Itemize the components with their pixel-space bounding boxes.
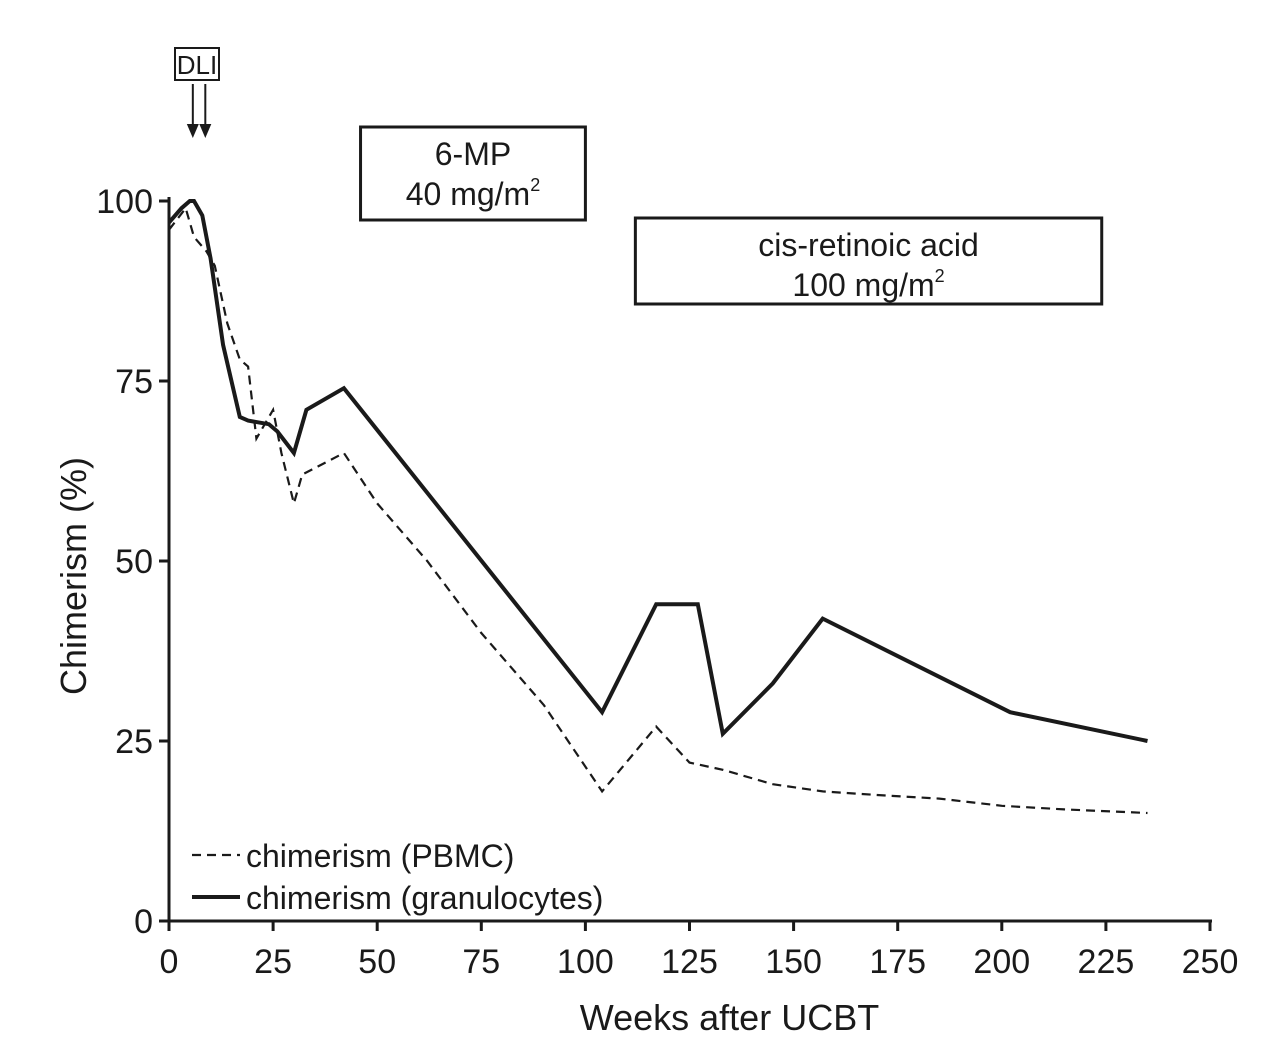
granulocytes-data-point xyxy=(222,344,225,347)
granulocytes-data-point xyxy=(238,416,241,419)
pbmc-data-point xyxy=(272,408,275,411)
series-line-granulocytes xyxy=(167,199,1148,743)
x-tick-label: 200 xyxy=(973,943,1030,981)
pbmc-data-point xyxy=(376,502,379,505)
pbmc-data-point xyxy=(342,452,345,455)
series-group xyxy=(167,199,1149,815)
dli-arrow-head xyxy=(199,124,212,138)
pbmc-data-point xyxy=(247,365,250,368)
pbmc-data-point xyxy=(821,790,824,793)
pbmc-data-point xyxy=(655,725,658,728)
dose-text: 40 mg/m xyxy=(406,176,530,212)
dli-label: DLI xyxy=(177,50,217,80)
granulocytes-data-point xyxy=(821,617,824,620)
pbmc-data-point xyxy=(192,236,195,239)
granulocytes-data-point xyxy=(276,430,279,433)
granulocytes-data-point xyxy=(180,207,183,210)
granulocytes-data-point xyxy=(201,214,204,217)
mp-drug-label: 6-MP xyxy=(435,136,511,172)
y-axis-title: Chimerism (%) xyxy=(53,457,94,695)
granulocytes-data-point xyxy=(188,200,191,203)
x-tick-label: 250 xyxy=(1182,943,1239,981)
pbmc-data-point xyxy=(280,452,283,455)
axes: 0 25 50 75 100 125 150 175 200 225 250 0 25 50 75 100 We… xyxy=(53,183,1238,1038)
y-tick-label: 75 xyxy=(115,363,153,401)
pbmc-data-point xyxy=(168,228,171,231)
pbmc-data-point xyxy=(721,768,724,771)
x-tick-label: 125 xyxy=(661,943,718,981)
dli-arrow-head xyxy=(186,124,199,138)
pbmc-data-point xyxy=(1146,812,1149,815)
pbmc-data-point xyxy=(771,783,774,786)
granulocytes-data-point xyxy=(292,452,295,455)
granulocytes-data-point xyxy=(771,682,774,685)
pbmc-data-point xyxy=(601,790,604,793)
legend-label: chimerism (PBMC) xyxy=(246,838,514,874)
granulocytes-data-point xyxy=(305,408,308,411)
granulocytes-data-point xyxy=(696,603,699,606)
y-tick-label: 100 xyxy=(96,183,153,221)
dose-superscript: 2 xyxy=(530,175,540,195)
dose-text: 100 mg/m xyxy=(792,267,934,303)
pbmc-data-point xyxy=(875,794,878,797)
x-tick-label: 25 xyxy=(254,943,292,981)
retinoic-dose-label: 100 mg/m2 xyxy=(792,266,944,303)
x-tick-label: 75 xyxy=(462,943,500,981)
granulocytes-data-point xyxy=(655,603,658,606)
mp-dose-label: 40 mg/m2 xyxy=(406,175,541,212)
retinoic-drug-label: cis-retinoic acid xyxy=(758,227,979,263)
dose-superscript: 2 xyxy=(935,266,945,286)
y-tick-label: 0 xyxy=(134,903,153,941)
pbmc-data-point xyxy=(688,761,691,764)
granulocytes-data-point xyxy=(209,257,212,260)
x-tick-label: 225 xyxy=(1078,943,1135,981)
mp-dose-box xyxy=(359,125,587,222)
y-tick-label: 50 xyxy=(115,543,153,581)
pbmc-data-point xyxy=(255,437,258,440)
pbmc-data-point xyxy=(938,797,941,800)
granulocytes-data-point xyxy=(1146,740,1149,743)
pbmc-data-point xyxy=(480,632,483,635)
y-tick-label: 25 xyxy=(115,723,153,761)
pbmc-data-point xyxy=(301,473,304,476)
x-tick-label: 150 xyxy=(765,943,822,981)
pbmc-data-point xyxy=(542,704,545,707)
granulocytes-data-point xyxy=(192,200,195,203)
granulocytes-data-point xyxy=(721,732,724,735)
x-tick-label: 175 xyxy=(869,943,926,981)
retinoic-dose-box xyxy=(633,216,1104,306)
granulocytes-data-point xyxy=(1009,711,1012,714)
pbmc-data-point xyxy=(226,322,229,325)
x-tick-label: 0 xyxy=(160,943,179,981)
legend-label: chimerism (granulocytes) xyxy=(246,880,603,916)
granulocytes-data-point xyxy=(247,419,250,422)
granulocytes-data-point xyxy=(168,221,171,224)
pbmc-data-point xyxy=(238,358,241,361)
pbmc-data-point xyxy=(1000,804,1003,807)
granulocytes-data-point xyxy=(601,711,604,714)
pbmc-data-point xyxy=(426,560,429,563)
legend: chimerism (PBMC) chimerism (granulocytes) xyxy=(192,838,603,916)
pbmc-data-point xyxy=(292,502,295,505)
granulocytes-data-point xyxy=(267,423,270,426)
x-axis-title: Weeks after UCBT xyxy=(580,997,879,1038)
dli-label-box xyxy=(174,47,220,81)
series-line-pbmc xyxy=(168,205,1148,815)
x-tick-label: 100 xyxy=(557,943,614,981)
x-tick-label: 50 xyxy=(358,943,396,981)
pbmc-data-point xyxy=(1063,808,1066,811)
granulocytes-data-point xyxy=(342,387,345,390)
